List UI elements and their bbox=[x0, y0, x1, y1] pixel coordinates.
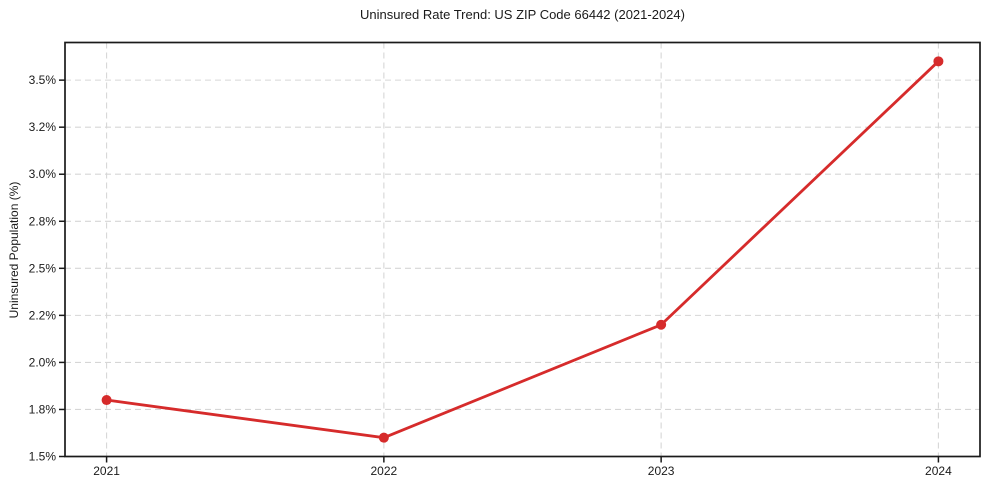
gridlines bbox=[65, 42, 980, 458]
y-axis: 1.5% 1.8% 2.0% 2.2% 2.5% 2.8% 3.0% 3.2% 3.5% bbox=[29, 73, 65, 464]
x-axis: 2021 2022 2023 2024 bbox=[93, 456, 952, 478]
chart-title: Uninsured Rate Trend: US ZIP Code 66442 … bbox=[360, 7, 685, 22]
plot-border bbox=[64, 41, 981, 458]
y-tick-label: 2.0% bbox=[29, 355, 57, 369]
x-tick-label: 2022 bbox=[371, 464, 398, 478]
trend-line bbox=[105, 59, 940, 440]
data-point-marker bbox=[933, 56, 944, 67]
y-tick-label: 1.8% bbox=[29, 402, 57, 416]
x-tick-label: 2021 bbox=[93, 464, 120, 478]
y-tick-label: 1.5% bbox=[29, 450, 57, 464]
y-tick-label: 3.0% bbox=[29, 167, 57, 181]
y-tick-label: 2.2% bbox=[29, 308, 57, 322]
x-tick-label: 2024 bbox=[925, 464, 952, 478]
data-point-marker bbox=[378, 432, 389, 443]
y-tick-label: 3.2% bbox=[29, 120, 57, 134]
y-tick-label: 2.8% bbox=[29, 214, 57, 228]
y-tick-label: 3.5% bbox=[29, 73, 57, 87]
x-tick-label: 2023 bbox=[648, 464, 675, 478]
data-point-marker bbox=[101, 395, 112, 406]
y-tick-label: 2.5% bbox=[29, 261, 57, 275]
data-point-marker bbox=[656, 319, 667, 330]
